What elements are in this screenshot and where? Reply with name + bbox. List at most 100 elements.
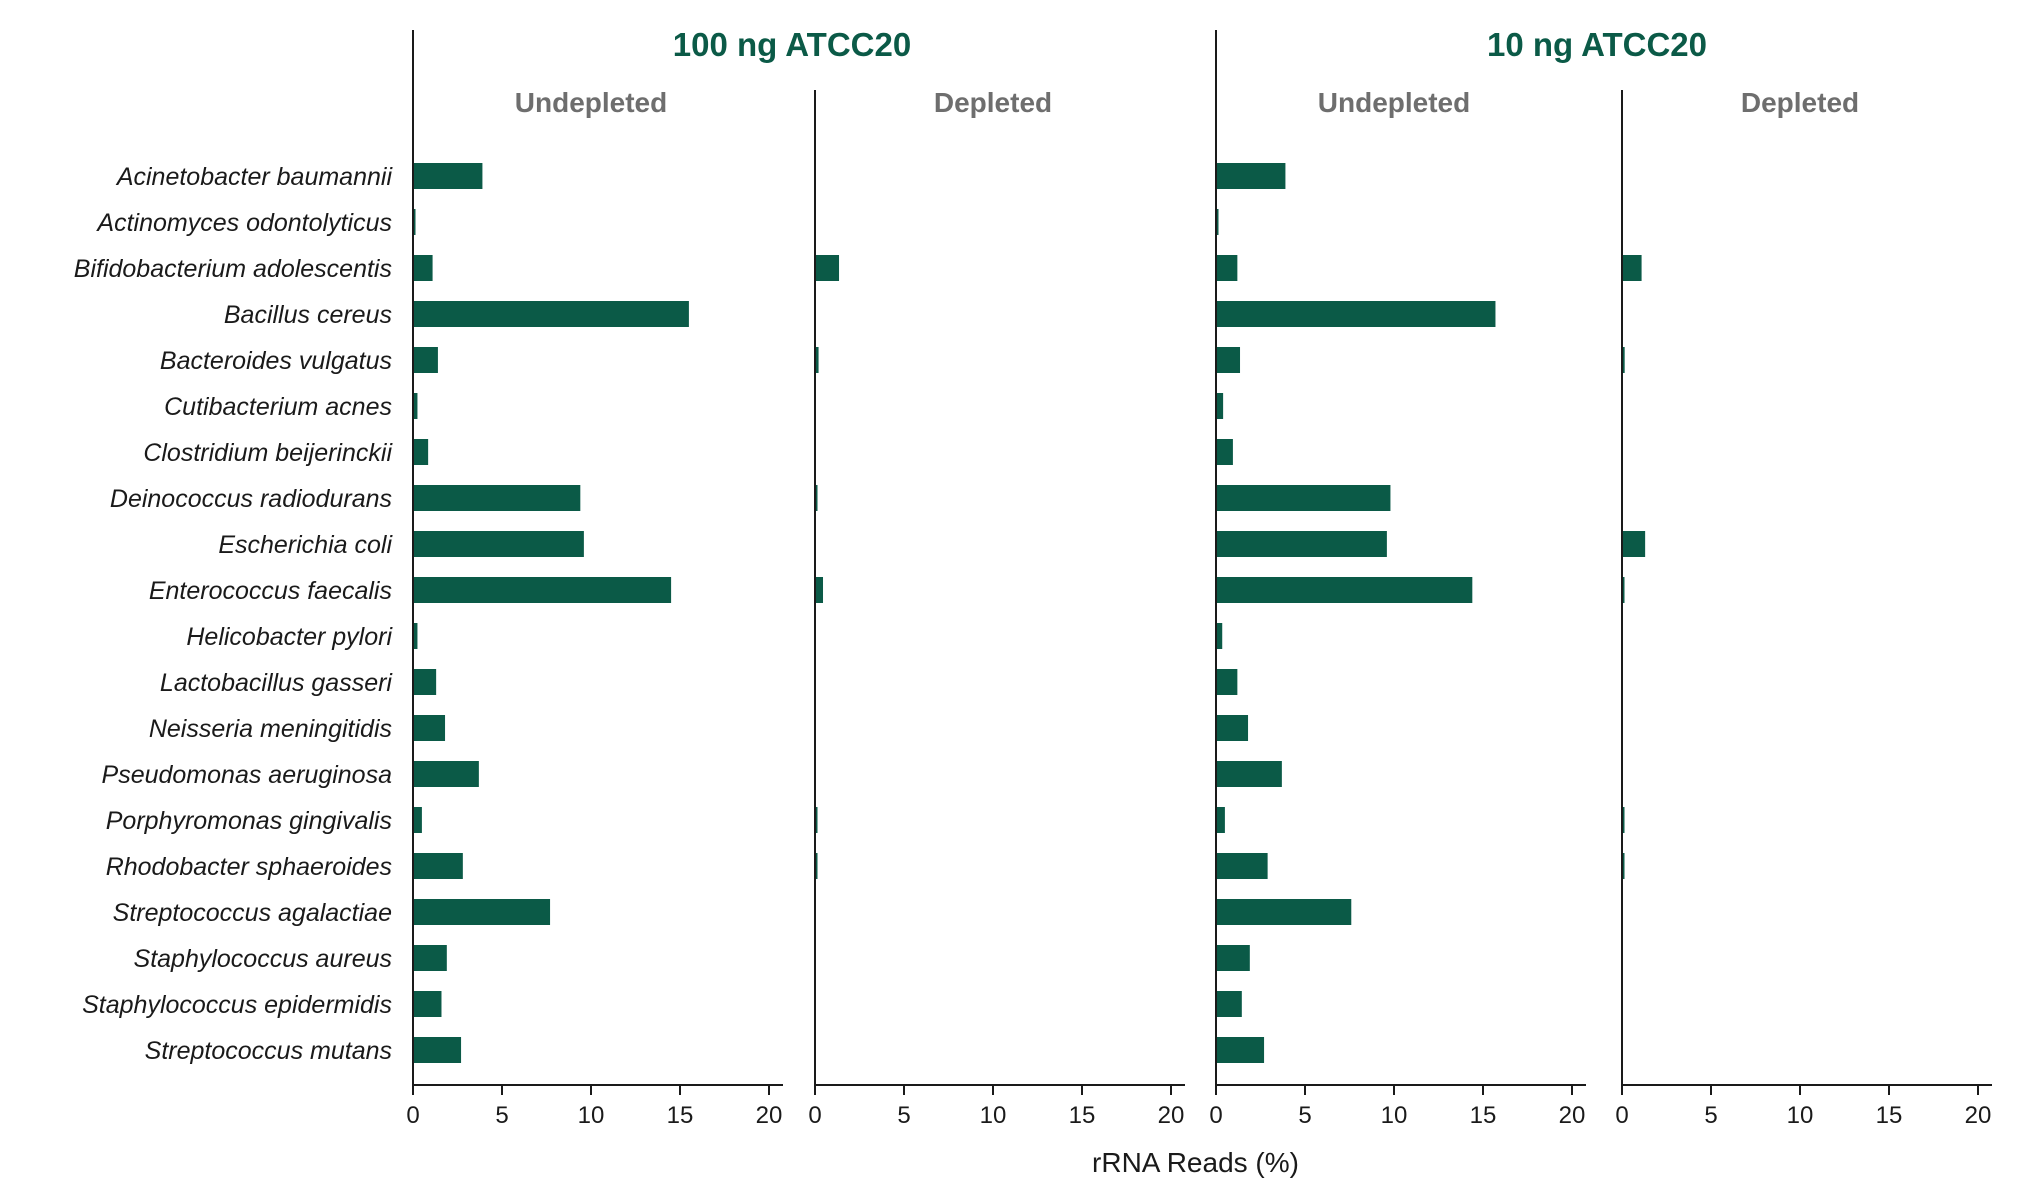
panel-title-1-1: Depleted: [1741, 87, 1859, 118]
panel-title-0-1: Depleted: [934, 87, 1052, 118]
bar-helicobacter-pylori-1-0: [1216, 623, 1223, 649]
category-label-rhodobacter-sphaeroides: Rhodobacter sphaeroides: [106, 853, 392, 881]
bar-bifidobacterium-adolescentis-1-0: [1216, 255, 1238, 281]
x-tick-label-1-1-0: 0: [1615, 1102, 1628, 1129]
bar-pseudomonas-aeruginosa-1-0: [1216, 761, 1282, 787]
bar-bacillus-cereus-1-0: [1216, 301, 1496, 327]
bar-streptococcus-agalactiae-0-0: [413, 899, 551, 925]
panel-title-0-0: Undepleted: [515, 87, 667, 118]
category-label-deinococcus-radiodurans: Deinococcus radiodurans: [110, 485, 392, 513]
x-tick-label-1-0-20: 20: [1559, 1102, 1586, 1129]
x-tick-label-1-0-5: 5: [1298, 1102, 1311, 1129]
bar-bifidobacterium-adolescentis-1-1: [1622, 255, 1642, 281]
bar-porphyromonas-gingivalis-0-1: [815, 807, 818, 833]
category-label-escherichia-coli: Escherichia coli: [218, 531, 393, 559]
bar-deinococcus-radiodurans-1-0: [1216, 485, 1391, 511]
bar-streptococcus-mutans-0-0: [413, 1037, 462, 1063]
bar-bacteroides-vulgatus-0-1: [815, 347, 819, 373]
bar-porphyromonas-gingivalis-1-0: [1216, 807, 1225, 833]
category-label-bacteroides-vulgatus: Bacteroides vulgatus: [160, 347, 392, 375]
bar-bifidobacterium-adolescentis-0-1: [815, 255, 840, 281]
x-axis-label: rRNA Reads (%): [1092, 1147, 1299, 1178]
x-tick-label-0-1-15: 15: [1069, 1102, 1096, 1129]
bar-acinetobacter-baumannii-1-0: [1216, 163, 1286, 189]
bar-escherichia-coli-0-0: [413, 531, 584, 557]
bar-neisseria-meningitidis-1-0: [1216, 715, 1249, 741]
category-label-helicobacter-pylori: Helicobacter pylori: [186, 623, 393, 651]
panel-1-1: Depleted 0 5 10 15 20: [1615, 87, 1992, 1129]
x-tick-label-1-1-10: 10: [1787, 1102, 1814, 1129]
bar-bacteroides-vulgatus-1-1: [1622, 347, 1625, 373]
category-label-staphylococcus-epidermidis: Staphylococcus epidermidis: [82, 991, 392, 1019]
bar-porphyromonas-gingivalis-1-1: [1622, 807, 1625, 833]
category-label-streptococcus-agalactiae: Streptococcus agalactiae: [113, 899, 392, 927]
category-label-acinetobacter-baumannii: Acinetobacter baumannii: [115, 163, 394, 191]
x-tick-label-1-0-0: 0: [1209, 1102, 1222, 1129]
bar-rhodobacter-sphaeroides-1-1: [1622, 853, 1625, 879]
bar-rhodobacter-sphaeroides-0-1: [815, 853, 818, 879]
x-tick-label-1-0-10: 10: [1381, 1102, 1408, 1129]
species-labels: Acinetobacter baumannii Actinomyces odont…: [74, 163, 394, 1065]
x-tick-label-0-0-10: 10: [578, 1102, 605, 1129]
bar-deinococcus-radiodurans-0-1: [815, 485, 818, 511]
category-label-actinomyces-odontolyticus: Actinomyces odontolyticus: [95, 209, 392, 237]
bar-staphylococcus-epidermidis-0-0: [413, 991, 442, 1017]
x-tick-label-0-1-10: 10: [980, 1102, 1007, 1129]
bar-escherichia-coli-1-0: [1216, 531, 1387, 557]
bar-pseudomonas-aeruginosa-0-0: [413, 761, 479, 787]
category-label-enterococcus-faecalis: Enterococcus faecalis: [149, 577, 392, 605]
bar-streptococcus-mutans-1-0: [1216, 1037, 1265, 1063]
bar-streptococcus-agalactiae-1-0: [1216, 899, 1352, 925]
bar-enterococcus-faecalis-1-0: [1216, 577, 1473, 603]
panel-0-0: Undepleted 0 5 10 15 20: [406, 30, 783, 1129]
bar-bacillus-cereus-0-0: [413, 301, 689, 327]
x-tick-label-0-1-5: 5: [897, 1102, 910, 1129]
bar-bacteroides-vulgatus-0-0: [413, 347, 438, 373]
panel-0-1: Depleted 0 5 10 15 20: [808, 87, 1185, 1129]
category-label-porphyromonas-gingivalis: Porphyromonas gingivalis: [106, 807, 392, 835]
x-tick-label-0-1-0: 0: [808, 1102, 821, 1129]
bar-acinetobacter-baumannii-0-0: [413, 163, 483, 189]
bar-actinomyces-odontolyticus-1-0: [1216, 209, 1219, 235]
bar-escherichia-coli-1-1: [1622, 531, 1646, 557]
x-tick-label-0-0-0: 0: [406, 1102, 419, 1129]
x-tick-label-0-0-15: 15: [667, 1102, 694, 1129]
category-label-pseudomonas-aeruginosa: Pseudomonas aeruginosa: [102, 761, 393, 789]
bar-actinomyces-odontolyticus-0-0: [413, 209, 416, 235]
bar-rhodobacter-sphaeroides-0-0: [413, 853, 463, 879]
category-label-staphylococcus-aureus: Staphylococcus aureus: [134, 945, 392, 973]
category-label-neisseria-meningitidis: Neisseria meningitidis: [149, 715, 392, 743]
x-tick-label-0-0-20: 20: [756, 1102, 783, 1129]
x-tick-label-1-1-15: 15: [1876, 1102, 1903, 1129]
bar-helicobacter-pylori-0-0: [413, 623, 418, 649]
x-tick-label-0-0-5: 5: [495, 1102, 508, 1129]
group-title-1: 10 ng ATCC20: [1487, 26, 1707, 63]
x-tick-label-1-1-20: 20: [1965, 1102, 1992, 1129]
category-label-bifidobacterium-adolescentis: Bifidobacterium adolescentis: [74, 255, 392, 283]
bar-staphylococcus-aureus-0-0: [413, 945, 447, 971]
bar-rhodobacter-sphaeroides-1-0: [1216, 853, 1268, 879]
category-label-streptococcus-mutans: Streptococcus mutans: [145, 1037, 392, 1065]
bar-neisseria-meningitidis-0-0: [413, 715, 446, 741]
panel-title-1-0: Undepleted: [1318, 87, 1470, 118]
bar-clostridium-beijerinckii-1-0: [1216, 439, 1233, 465]
bar-enterococcus-faecalis-1-1: [1622, 577, 1625, 603]
x-tick-label-1-1-5: 5: [1704, 1102, 1717, 1129]
category-label-lactobacillus-gasseri: Lactobacillus gasseri: [160, 669, 394, 697]
bar-bacteroides-vulgatus-1-0: [1216, 347, 1241, 373]
bar-clostridium-beijerinckii-0-0: [413, 439, 429, 465]
bar-staphylococcus-epidermidis-1-0: [1216, 991, 1242, 1017]
panel-1-0: Undepleted 0 5 10 15 20: [1209, 30, 1586, 1129]
x-tick-label-1-0-15: 15: [1470, 1102, 1497, 1129]
bar-enterococcus-faecalis-0-0: [413, 577, 672, 603]
bar-porphyromonas-gingivalis-0-0: [413, 807, 422, 833]
bar-lactobacillus-gasseri-1-0: [1216, 669, 1238, 695]
category-label-bacillus-cereus: Bacillus cereus: [224, 301, 392, 329]
chart-titles: 100 ng ATCC20 10 ng ATCC20: [673, 26, 1707, 63]
bar-deinococcus-radiodurans-0-0: [413, 485, 581, 511]
bar-staphylococcus-aureus-1-0: [1216, 945, 1250, 971]
group-title-0: 100 ng ATCC20: [673, 26, 911, 63]
bar-bifidobacterium-adolescentis-0-0: [413, 255, 433, 281]
